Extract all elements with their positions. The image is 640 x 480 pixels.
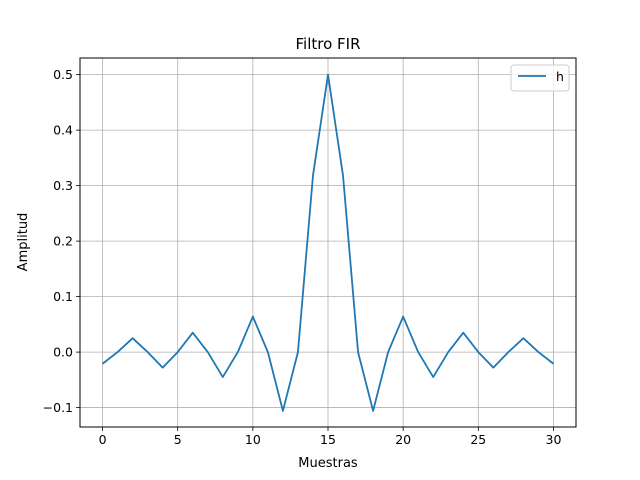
- y-tick-label: 0.2: [53, 234, 73, 249]
- y-tick-label: 0.5: [53, 67, 73, 82]
- x-tick-label: 15: [320, 432, 336, 447]
- x-tick-label: 5: [174, 432, 182, 447]
- series-layer: [101, 73, 555, 412]
- x-tick-label: 30: [546, 432, 562, 447]
- x-tick-label: 10: [245, 432, 261, 447]
- series-line-h: [101, 73, 555, 412]
- legend-box: [510, 64, 570, 92]
- y-tick-label: 0.3: [53, 178, 73, 193]
- y-tick-label: 0.4: [53, 123, 73, 138]
- chart-title: Filtro FIR: [295, 35, 360, 53]
- x-tick-label: 25: [470, 432, 486, 447]
- legend: h: [510, 64, 570, 92]
- y-ticks: −0.1 0.0 0.1 0.2 0.3 0.4 0.5: [43, 67, 80, 415]
- x-tick-label: 20: [395, 432, 411, 447]
- x-ticks: 0 5 10 15 20 25 30: [99, 427, 562, 447]
- y-axis-label: Amplitud: [16, 213, 31, 272]
- y-tick-label: 0.0: [53, 345, 73, 360]
- y-tick-label: 0.1: [53, 289, 73, 304]
- grid: [80, 58, 576, 427]
- x-axis-label: Muestras: [298, 456, 358, 471]
- x-tick-label: 0: [99, 432, 107, 447]
- y-tick-label: −0.1: [43, 400, 73, 415]
- legend-label-h: h: [556, 69, 564, 84]
